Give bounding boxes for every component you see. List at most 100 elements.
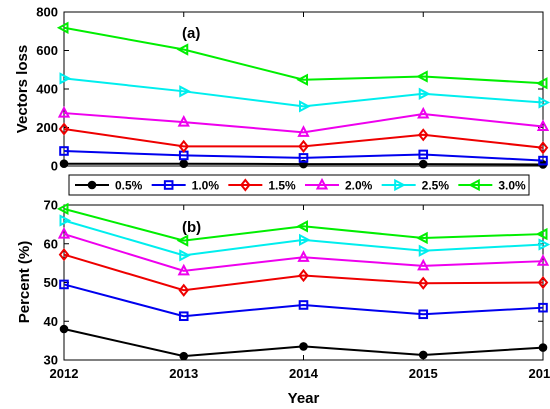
data-point bbox=[298, 153, 309, 163]
data-point bbox=[537, 141, 549, 155]
series-line bbox=[63, 112, 544, 134]
series-0.5% bbox=[59, 159, 548, 169]
legend-marker bbox=[163, 180, 174, 190]
data-point bbox=[535, 77, 548, 90]
legend-marker bbox=[315, 177, 329, 190]
data-point bbox=[298, 300, 309, 310]
y-tick-label: 40 bbox=[44, 314, 58, 329]
series-1.0% bbox=[59, 279, 548, 322]
series-0.5% bbox=[59, 324, 548, 361]
x-tick-label: 2012 bbox=[50, 366, 79, 381]
data-point bbox=[417, 128, 429, 142]
series-2.5% bbox=[59, 72, 550, 113]
legend-entry: 1.5% bbox=[228, 178, 296, 193]
data-point bbox=[538, 96, 550, 109]
data-point bbox=[59, 146, 69, 156]
legend: 0.5% 1.0% 1.5% 2.0% 2.5% 3.0% bbox=[68, 174, 530, 196]
data-point bbox=[418, 159, 428, 169]
data-point bbox=[538, 238, 550, 251]
chart-a: 0 200 400 600 800 Vectors loss (a) bbox=[14, 5, 550, 174]
chart-b: 30 40 50 60 70 2012 2013 2014 2015 2016 Percent (%… bbox=[16, 198, 550, 407]
data-point bbox=[59, 279, 69, 290]
y-tick-label: 400 bbox=[36, 82, 58, 97]
x-tick-label: 2015 bbox=[409, 366, 438, 381]
data-point bbox=[177, 114, 190, 127]
data-point bbox=[538, 302, 548, 313]
data-point bbox=[298, 268, 309, 283]
legend-marker bbox=[468, 178, 480, 192]
data-point bbox=[418, 244, 431, 257]
legend-label: 1.0% bbox=[192, 179, 220, 193]
data-point bbox=[177, 263, 190, 276]
legend-marker bbox=[394, 178, 406, 192]
data-point bbox=[56, 202, 69, 216]
legend-entry: 1.0% bbox=[151, 179, 220, 193]
data-point bbox=[59, 159, 69, 168]
legend-entry: 3.0% bbox=[458, 179, 526, 193]
series-2.5% bbox=[59, 214, 550, 262]
data-point bbox=[299, 342, 308, 351]
legend-entry: 0.5% bbox=[75, 179, 143, 193]
y-tick-label: 800 bbox=[36, 5, 58, 20]
series-1.5% bbox=[58, 122, 549, 155]
data-point bbox=[297, 125, 310, 137]
data-point bbox=[176, 234, 189, 247]
panel-label: (b) bbox=[182, 219, 201, 236]
data-point bbox=[418, 87, 431, 100]
series-line bbox=[63, 219, 544, 257]
data-point bbox=[536, 254, 550, 266]
x-tick-label: 2014 bbox=[289, 366, 319, 381]
series-line bbox=[63, 149, 544, 162]
data-point bbox=[176, 43, 189, 56]
data-point bbox=[417, 258, 430, 271]
data-point bbox=[178, 311, 189, 322]
legend-marker bbox=[240, 178, 251, 192]
data-point bbox=[179, 249, 191, 262]
series-line bbox=[63, 207, 544, 242]
legend-label: 0.5% bbox=[115, 179, 143, 193]
legend-box bbox=[68, 174, 530, 196]
series-2.0% bbox=[57, 105, 550, 137]
data-point bbox=[417, 276, 429, 290]
legend-marker bbox=[87, 180, 97, 190]
series-1.0% bbox=[59, 146, 548, 166]
y-tick-label: 0 bbox=[51, 159, 58, 174]
data-point bbox=[537, 275, 549, 290]
data-point bbox=[57, 226, 71, 239]
legend-label: 2.5% bbox=[422, 179, 450, 193]
x-tick-label: 2016 bbox=[529, 366, 550, 381]
data-point bbox=[58, 122, 70, 136]
data-point bbox=[538, 155, 548, 166]
data-point bbox=[417, 106, 430, 119]
data-point bbox=[179, 85, 191, 98]
series-3.0% bbox=[56, 21, 548, 90]
legend-entry: 2.5% bbox=[381, 178, 450, 193]
data-point bbox=[179, 351, 189, 361]
series-2.0% bbox=[57, 226, 550, 276]
data-point bbox=[416, 70, 428, 83]
data-point bbox=[418, 309, 429, 320]
legend-label: 3.0% bbox=[498, 179, 526, 193]
y-tick-label: 600 bbox=[36, 43, 58, 58]
data-point bbox=[297, 250, 310, 262]
data-point bbox=[56, 21, 69, 34]
data-point bbox=[178, 283, 190, 297]
legend-label: 1.5% bbox=[268, 179, 296, 193]
series-line bbox=[63, 77, 544, 108]
panel-label: (a) bbox=[182, 25, 200, 42]
data-point bbox=[296, 73, 308, 86]
data-point bbox=[536, 119, 550, 132]
data-point bbox=[418, 350, 428, 360]
legend-entry: 2.0% bbox=[305, 177, 373, 193]
y-tick-label: 30 bbox=[44, 353, 58, 368]
series-line bbox=[63, 128, 544, 149]
data-point bbox=[299, 100, 311, 113]
y-tick-label: 60 bbox=[44, 236, 58, 251]
y-tick-label: 50 bbox=[44, 275, 58, 290]
data-point bbox=[299, 233, 311, 247]
data-point bbox=[178, 139, 190, 153]
y-tick-label: 70 bbox=[44, 198, 58, 213]
series-line bbox=[63, 283, 544, 318]
series-line bbox=[63, 233, 544, 272]
